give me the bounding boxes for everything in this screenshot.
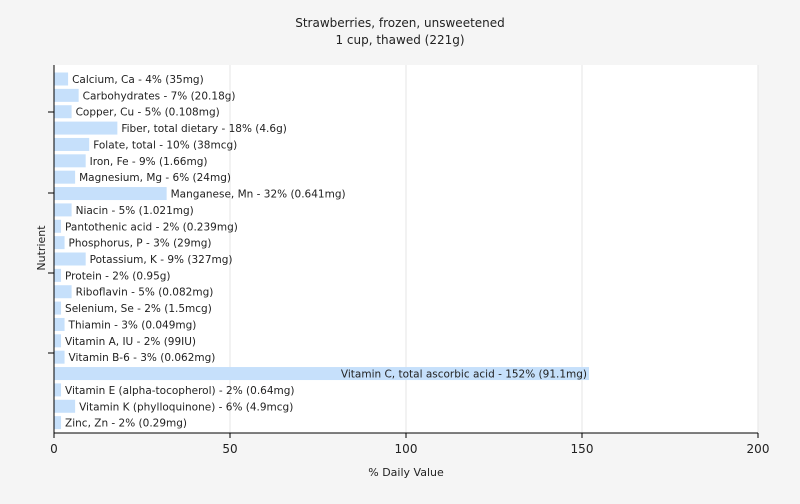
bar — [54, 334, 62, 348]
bar — [54, 350, 65, 364]
bar — [54, 285, 72, 299]
bar-label: Riboflavin - 5% (0.082mg) — [76, 287, 214, 299]
bar-label: Vitamin B-6 - 3% (0.062mg) — [69, 352, 216, 364]
bar — [54, 317, 65, 331]
bar — [54, 170, 76, 184]
chart-title: Strawberries, frozen, unsweetened — [295, 16, 505, 30]
bar-label: Protein - 2% (0.95g) — [65, 270, 171, 282]
bar — [54, 301, 62, 315]
bar-label: Pantothenic acid - 2% (0.239mg) — [65, 221, 238, 233]
bar — [54, 105, 72, 119]
bar — [54, 121, 118, 135]
x-tick-label: 100 — [395, 442, 418, 456]
bar — [54, 88, 79, 102]
bar — [54, 252, 86, 266]
bar-label: Manganese, Mn - 32% (0.641mg) — [171, 189, 346, 201]
x-tick-label: 50 — [222, 442, 237, 456]
bar-label: Calcium, Ca - 4% (35mg) — [72, 74, 204, 86]
bar — [54, 383, 62, 397]
plot-area: Calcium, Ca - 4% (35mg) Carbohydrates - 7… — [48, 65, 769, 456]
x-tick-label: 150 — [571, 442, 594, 456]
bar-label: Vitamin K (phylloquinone) - 6% (4.9mcg) — [79, 401, 293, 413]
bar-label: Thiamin - 3% (0.049mg) — [68, 319, 197, 331]
x-tick-label: 0 — [50, 442, 58, 456]
bar-label: Vitamin C, total ascorbic acid - 152% (9… — [341, 369, 587, 381]
bar-label: Iron, Fe - 9% (1.66mg) — [90, 156, 208, 168]
chart-subtitle: 1 cup, thawed (221g) — [335, 33, 464, 47]
bar-label: Carbohydrates - 7% (20.18g) — [83, 90, 236, 102]
bar-label: Phosphorus, P - 3% (29mg) — [69, 238, 212, 250]
bar — [54, 268, 62, 282]
bar — [54, 187, 167, 201]
x-tick-label: 200 — [747, 442, 770, 456]
bar — [54, 416, 62, 430]
x-axis-label: % Daily Value — [368, 466, 444, 479]
bar-label: Fiber, total dietary - 18% (4.6g) — [121, 123, 286, 135]
bar-label: Selenium, Se - 2% (1.5mcg) — [65, 303, 212, 315]
bar — [54, 154, 86, 168]
bar-label: Niacin - 5% (1.021mg) — [76, 205, 194, 217]
bar-label: Folate, total - 10% (38mcg) — [93, 139, 237, 151]
bar — [54, 203, 72, 217]
bar — [54, 219, 62, 233]
bar — [54, 367, 590, 381]
bar-label: Zinc, Zn - 2% (0.29mg) — [65, 418, 187, 430]
bar — [54, 137, 90, 151]
y-axis-label: Nutrient — [35, 225, 48, 271]
bar-label: Magnesium, Mg - 6% (24mg) — [79, 172, 231, 184]
bar-label: Copper, Cu - 5% (0.108mg) — [76, 107, 220, 119]
bar — [54, 236, 65, 250]
bar — [54, 399, 76, 413]
bar-label: Vitamin E (alpha-tocopherol) - 2% (0.64m… — [65, 385, 295, 397]
bar — [54, 72, 69, 86]
bar-label: Potassium, K - 9% (327mg) — [90, 254, 233, 266]
bar-label: Vitamin A, IU - 2% (99IU) — [65, 336, 196, 348]
